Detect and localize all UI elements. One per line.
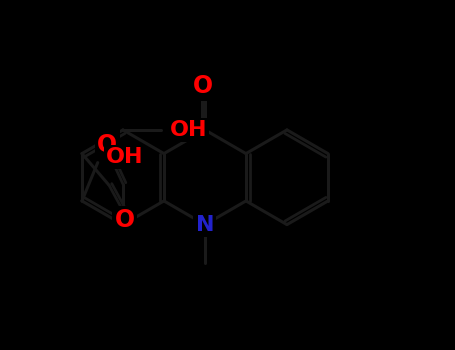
Text: OH: OH <box>169 120 207 140</box>
Text: N: N <box>196 215 214 234</box>
Text: O: O <box>115 208 135 232</box>
Text: O: O <box>192 74 213 98</box>
Text: O: O <box>97 133 117 157</box>
Text: OH: OH <box>106 147 143 167</box>
